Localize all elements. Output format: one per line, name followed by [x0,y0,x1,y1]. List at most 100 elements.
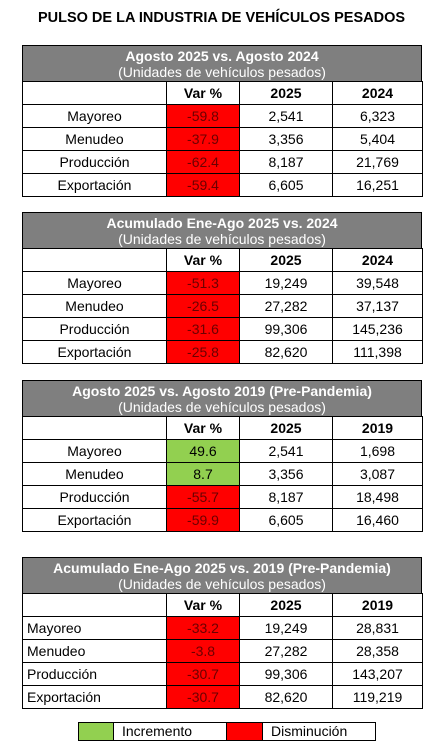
col-header-label [22,81,167,105]
table-row: Menudeo -37.9 3,356 5,404 [22,127,423,151]
row-label: Exportación [22,340,167,364]
value-cell: 82,620 [239,685,333,709]
value-cell: 18,498 [332,485,423,509]
value-cell: 6,605 [239,508,333,532]
value-cell: 2,541 [239,104,333,128]
table-header: Acumulado Ene-Ago 2025 vs. 2024 (Unidade… [22,212,422,248]
table-row: Exportación -25.8 82,620 111,398 [22,340,423,364]
row-label: Producción [22,485,167,509]
col-header-year-b: 2024 [332,248,423,272]
var-cell: -30.7 [166,662,240,686]
value-cell: 82,620 [239,340,333,364]
table-subtitle: (Unidades de vehículos pesados) [118,64,326,80]
row-label: Menudeo [22,294,167,318]
col-header-year-a: 2025 [239,248,333,272]
row-label: Exportación [22,685,167,709]
table-acumulado-2025-vs-2019: Acumulado Ene-Ago 2025 vs. 2019 (Pre-Pan… [22,557,423,709]
row-label: Mayoreo [22,271,167,295]
col-header-label [22,416,167,440]
row-label: Mayoreo [22,439,167,463]
table-row: Producción -55.7 8,187 18,498 [22,485,423,509]
col-header-var: Var % [166,416,240,440]
value-cell: 39,548 [332,271,423,295]
table-row: Producción -31.6 99,306 145,236 [22,317,423,341]
row-label: Mayoreo [22,616,167,640]
header-row: Var % 2025 2024 [22,81,423,105]
value-cell: 3,087 [332,462,423,486]
col-header-label [22,248,167,272]
col-header-var: Var % [166,593,240,617]
value-cell: 6,323 [332,104,423,128]
table-subtitle: (Unidades de vehículos pesados) [118,576,326,592]
var-cell: -25.8 [166,340,240,364]
table-header: Acumulado Ene-Ago 2025 vs. 2019 (Pre-Pan… [22,557,422,593]
col-header-var: Var % [166,81,240,105]
var-cell: -59.9 [166,508,240,532]
table-title: Agosto 2025 vs. Agosto 2019 (Pre-Pandemi… [72,383,372,399]
col-header-year-b: 2019 [332,416,423,440]
value-cell: 37,137 [332,294,423,318]
value-cell: 19,249 [239,616,333,640]
var-cell: -62.4 [166,150,240,174]
legend-decrease-label: Disminución [263,722,376,741]
var-cell: -31.6 [166,317,240,341]
table-row: Exportación -59.9 6,605 16,460 [22,508,423,532]
table-agosto-2025-vs-2019: Agosto 2025 vs. Agosto 2019 (Pre-Pandemi… [22,380,423,532]
table-title: Acumulado Ene-Ago 2025 vs. 2019 (Pre-Pan… [53,560,391,576]
table-row: Exportación -59.4 6,605 16,251 [22,173,423,197]
value-cell: 145,236 [332,317,423,341]
row-label: Menudeo [22,639,167,663]
row-label: Mayoreo [22,104,167,128]
table-title: Agosto 2025 vs. Agosto 2024 [125,48,319,64]
col-header-label [22,593,167,617]
value-cell: 28,831 [332,616,423,640]
table-subtitle: (Unidades de vehículos pesados) [118,399,326,415]
table-row: Menudeo -3.8 27,282 28,358 [22,639,423,663]
value-cell: 111,398 [332,340,423,364]
value-cell: 1,698 [332,439,423,463]
table-row: Producción -30.7 99,306 143,207 [22,662,423,686]
header-row: Var % 2025 2019 [22,593,423,617]
col-header-var: Var % [166,248,240,272]
var-cell: -37.9 [166,127,240,151]
var-cell: -51.3 [166,271,240,295]
value-cell: 3,356 [239,127,333,151]
table-acumulado-2025-vs-2024: Acumulado Ene-Ago 2025 vs. 2024 (Unidade… [22,212,423,364]
table-subtitle: (Unidades de vehículos pesados) [118,231,326,247]
var-cell: -26.5 [166,294,240,318]
header-row: Var % 2025 2019 [22,416,423,440]
legend-increase-label: Incremento [114,722,227,741]
table-row: Menudeo -26.5 27,282 37,137 [22,294,423,318]
var-cell: 49.6 [166,439,240,463]
value-cell: 8,187 [239,485,333,509]
legend-increase-swatch [78,722,114,741]
row-label: Menudeo [22,462,167,486]
value-cell: 3,356 [239,462,333,486]
value-cell: 119,219 [332,685,423,709]
col-header-year-a: 2025 [239,416,333,440]
var-cell: -59.8 [166,104,240,128]
col-header-year-a: 2025 [239,81,333,105]
col-header-year-b: 2024 [332,81,423,105]
value-cell: 19,249 [239,271,333,295]
table-row: Mayoreo 49.6 2,541 1,698 [22,439,423,463]
col-header-year-a: 2025 [239,593,333,617]
data-table: Var % 2025 2024 Mayoreo -59.8 2,541 6,32… [22,81,423,197]
page-title: PULSO DE LA INDUSTRIA DE VEHÍCULOS PESAD… [37,10,406,26]
row-label: Exportación [22,173,167,197]
table-agosto-2025-vs-2024: Agosto 2025 vs. Agosto 2024 (Unidades de… [22,45,423,197]
row-label: Producción [22,317,167,341]
value-cell: 16,251 [332,173,423,197]
row-label: Producción [22,662,167,686]
row-label: Menudeo [22,127,167,151]
data-table: Var % 2025 2019 Mayoreo 49.6 2,541 1,698… [22,416,423,532]
value-cell: 8,187 [239,150,333,174]
table-title: Acumulado Ene-Ago 2025 vs. 2024 [106,215,338,231]
data-table: Var % 2025 2024 Mayoreo -51.3 19,249 39,… [22,248,423,364]
legend-decrease-swatch [227,722,263,741]
value-cell: 6,605 [239,173,333,197]
var-cell: -59.4 [166,173,240,197]
value-cell: 2,541 [239,439,333,463]
row-label: Exportación [22,508,167,532]
table-row: Producción -62.4 8,187 21,769 [22,150,423,174]
